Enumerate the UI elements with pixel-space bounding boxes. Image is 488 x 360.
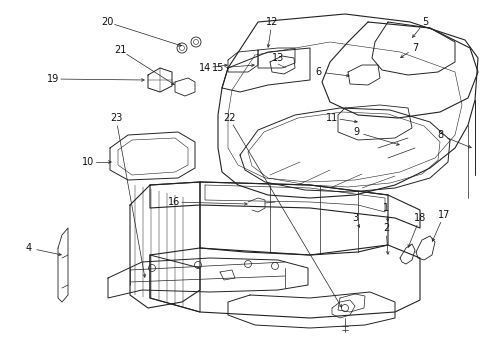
Text: 23: 23 bbox=[110, 113, 122, 123]
Text: 15: 15 bbox=[211, 63, 224, 73]
Text: 19: 19 bbox=[47, 74, 59, 84]
Text: 22: 22 bbox=[223, 113, 235, 123]
Text: 7: 7 bbox=[411, 43, 417, 53]
Text: 3: 3 bbox=[351, 213, 357, 223]
Text: 10: 10 bbox=[81, 157, 94, 167]
Text: 6: 6 bbox=[314, 67, 321, 77]
Text: 16: 16 bbox=[167, 197, 180, 207]
Text: 1: 1 bbox=[382, 203, 388, 213]
Text: 5: 5 bbox=[421, 17, 427, 27]
Text: 4: 4 bbox=[26, 243, 32, 253]
Text: 13: 13 bbox=[271, 53, 284, 63]
Text: 14: 14 bbox=[199, 63, 211, 73]
Text: 20: 20 bbox=[101, 17, 113, 27]
Text: 12: 12 bbox=[265, 17, 278, 27]
Text: 9: 9 bbox=[352, 127, 358, 137]
Text: 21: 21 bbox=[114, 45, 126, 55]
Text: 17: 17 bbox=[437, 210, 449, 220]
Text: 18: 18 bbox=[413, 213, 425, 223]
Text: 8: 8 bbox=[436, 130, 442, 140]
Text: 2: 2 bbox=[382, 223, 388, 233]
Text: 11: 11 bbox=[325, 113, 337, 123]
